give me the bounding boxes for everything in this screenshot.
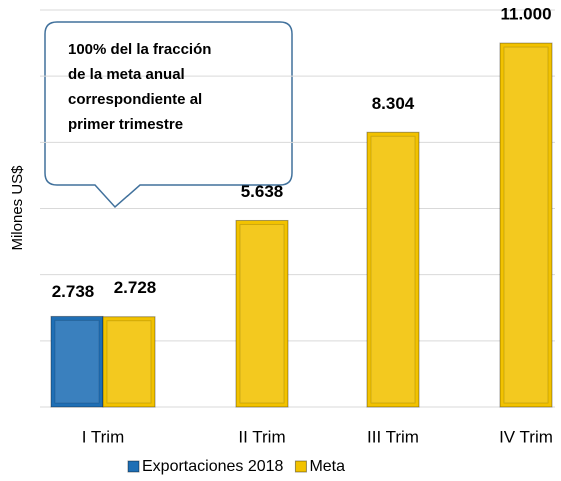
value-label: 11.000 [500,5,551,24]
y-axis-label: Milones US$ [9,165,26,251]
bar-bevel [106,320,152,404]
annotation: de la meta anual [68,66,185,83]
bar [50,315,104,408]
bar-bevel [503,46,549,404]
legend-label: Meta [309,458,345,475]
x-tick-label: III Trim [367,427,419,446]
annotation: correspondiente al [68,91,202,108]
x-tick-label: I Trim [82,427,125,446]
bar-bevel [370,135,416,404]
legend-swatch [127,460,140,473]
value-label: 2.728 [114,278,157,297]
value-label: 8.304 [372,94,415,113]
x-tick-label: II Trim [238,427,285,446]
legend-swatch [294,460,307,473]
callout [44,21,293,209]
annotation: 100% del la fracción [68,41,211,58]
value-label: 2.738 [52,282,95,301]
bar [102,316,156,408]
bar [235,219,289,408]
value-label: 5.638 [241,182,284,201]
bar [499,42,553,408]
legend-label: Exportaciones 2018 [142,458,284,475]
bar-bevel [239,223,285,404]
x-tick-label: IV Trim [499,427,553,446]
bar [366,131,420,408]
annotation: primer trimestre [68,116,183,133]
bar-bevel [54,319,100,404]
